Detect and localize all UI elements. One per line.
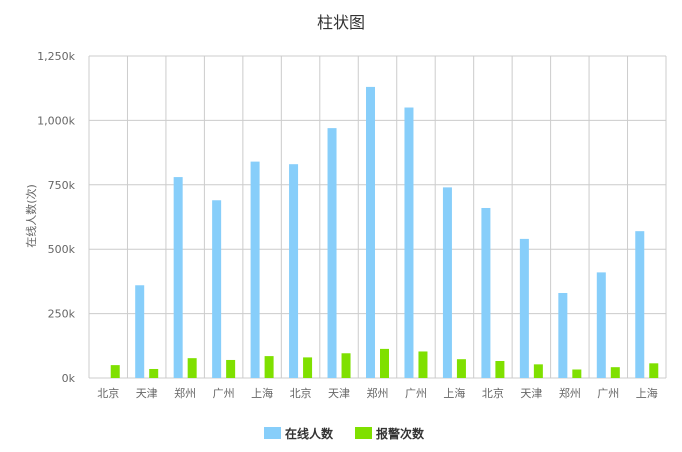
bar-alarm-6[interactable] bbox=[341, 353, 351, 378]
bar-online-7[interactable] bbox=[366, 86, 375, 379]
x-tick-label: 郑州 bbox=[174, 386, 196, 400]
y-tick-label: 250k bbox=[48, 308, 76, 321]
bar-alarm-2[interactable] bbox=[187, 358, 197, 378]
bar-online-2[interactable] bbox=[173, 177, 183, 378]
legend-swatch bbox=[355, 427, 372, 439]
bar-online-13[interactable] bbox=[596, 272, 606, 378]
y-tick-label: 1,250k bbox=[37, 50, 75, 63]
x-tick-label: 广州 bbox=[213, 387, 235, 400]
bar-online-4[interactable] bbox=[250, 161, 260, 378]
bar-alarm-3[interactable] bbox=[226, 359, 236, 378]
bar-online-10[interactable] bbox=[481, 207, 491, 378]
bar-online-12[interactable] bbox=[558, 292, 568, 378]
bar-alarm-7[interactable] bbox=[380, 348, 389, 378]
bar-online-6[interactable] bbox=[327, 128, 337, 378]
bar-online-9[interactable] bbox=[442, 187, 452, 378]
x-tick-label: 北京 bbox=[482, 386, 504, 400]
bar-alarm-14[interactable] bbox=[649, 363, 659, 378]
y-tick-label: 0k bbox=[62, 372, 76, 385]
legend-label: 报警次数 bbox=[376, 426, 425, 441]
x-tick-label: 上海 bbox=[636, 386, 658, 400]
y-tick-label: 500k bbox=[48, 243, 76, 256]
bar-alarm-5[interactable] bbox=[303, 357, 313, 378]
bar-online-8[interactable] bbox=[404, 107, 414, 379]
x-tick-label: 天津 bbox=[136, 387, 158, 400]
bar-online-1[interactable] bbox=[135, 285, 145, 378]
bar-online-14[interactable] bbox=[635, 231, 645, 378]
legend-item-0[interactable]: 在线人数 bbox=[264, 426, 334, 441]
legend-label: 在线人数 bbox=[285, 426, 334, 441]
bar-alarm-13[interactable] bbox=[610, 367, 620, 378]
x-tick-label: 天津 bbox=[328, 387, 350, 400]
bar-alarm-11[interactable] bbox=[533, 364, 543, 378]
y-axis-label: 在线人数(次) bbox=[24, 184, 38, 248]
y-tick-label: 1,000k bbox=[37, 114, 75, 127]
y-tick-label: 750k bbox=[48, 179, 76, 192]
x-tick-label: 北京 bbox=[290, 386, 312, 400]
bar-alarm-10[interactable] bbox=[495, 360, 505, 378]
y-axis-ticks: 0k 250k 500k 750k 1,000k 1,250k bbox=[37, 50, 75, 385]
bar-alarm-9[interactable] bbox=[456, 359, 466, 378]
x-tick-label: 北京 bbox=[97, 386, 119, 400]
bar-online-5[interactable] bbox=[289, 164, 299, 378]
bar-online-3[interactable] bbox=[212, 200, 222, 378]
x-tick-label: 上海 bbox=[443, 386, 465, 400]
x-axis-ticks: 北京 天津 郑州 广州 上海 北京 天津 郑州 广州 上海 北京 天津 郑州 广州 上海 bbox=[97, 386, 658, 400]
chart-title: 柱状图 bbox=[317, 13, 365, 32]
x-tick-label: 广州 bbox=[405, 387, 427, 400]
legend[interactable]: 在线人数 报警次数 bbox=[264, 426, 425, 441]
x-tick-label: 天津 bbox=[520, 387, 542, 400]
legend-swatch bbox=[264, 427, 281, 439]
legend-item-1[interactable]: 报警次数 bbox=[355, 426, 425, 441]
grid-lines bbox=[88, 55, 667, 379]
bar-alarm-12[interactable] bbox=[572, 369, 582, 378]
x-tick-label: 郑州 bbox=[559, 386, 581, 400]
bar-alarm-0[interactable] bbox=[110, 365, 120, 378]
bar-alarm-4[interactable] bbox=[264, 356, 274, 378]
x-tick-label: 郑州 bbox=[367, 386, 389, 400]
x-tick-label: 上海 bbox=[251, 386, 273, 400]
bar-online-11[interactable] bbox=[519, 238, 529, 378]
bars bbox=[110, 86, 659, 379]
bar-alarm-1[interactable] bbox=[149, 368, 159, 378]
bar-alarm-8[interactable] bbox=[418, 351, 428, 378]
x-tick-label: 广州 bbox=[597, 387, 619, 400]
